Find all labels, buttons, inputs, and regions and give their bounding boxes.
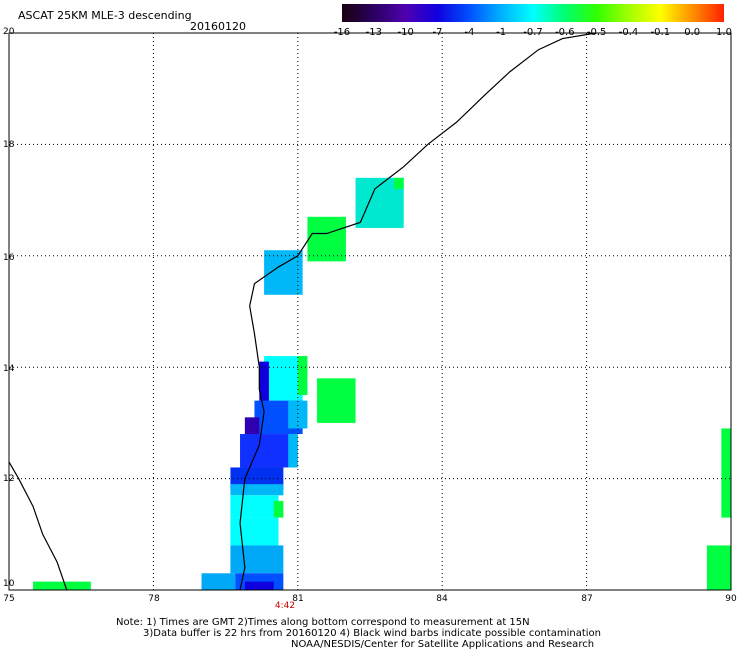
- note-line-2: 3)Data buffer is 22 hrs from 20160120 4)…: [143, 628, 601, 639]
- x-tick-label: 84: [436, 594, 448, 604]
- wind-cell: [706, 545, 731, 590]
- wind-cell: [201, 573, 236, 590]
- x-tick-label: 87: [581, 594, 593, 604]
- coastline-west: [8, 461, 68, 591]
- wind-cell: [721, 428, 731, 518]
- wind-cell: [259, 361, 269, 418]
- x-tick-label: 78: [148, 594, 160, 604]
- wind-cell: [307, 216, 346, 262]
- wind-cell: [240, 434, 293, 468]
- y-tick-label: 20: [3, 27, 15, 37]
- wind-cell: [230, 517, 279, 546]
- x-tick-label: 90: [725, 594, 737, 604]
- wind-cell: [273, 500, 284, 518]
- color-bar-gradient: [342, 4, 724, 22]
- wind-cell: [230, 484, 284, 496]
- x-tick-label: 81: [292, 594, 304, 604]
- wind-cell: [244, 581, 274, 590]
- map-frame: [8, 32, 732, 591]
- map-date: 20160120: [190, 20, 246, 33]
- map-plot: [8, 32, 732, 591]
- wind-cell: [33, 581, 91, 590]
- wind-cell: [288, 434, 298, 468]
- wind-cell: [244, 417, 260, 440]
- wind-cell: [230, 495, 279, 518]
- wind-cell: [317, 378, 356, 423]
- wind-cell: [297, 356, 308, 396]
- wind-cell: [264, 356, 303, 401]
- note-line-1: Note: 1) Times are GMT 2)Times along bot…: [116, 617, 530, 628]
- coastline-east: [239, 32, 597, 591]
- wind-cell: [288, 400, 308, 429]
- x-tick-label: 75: [3, 594, 15, 604]
- color-bar: [342, 4, 724, 22]
- wind-cell: [230, 545, 284, 574]
- map-title: ASCAT 25KM MLE-3 descending: [18, 9, 192, 22]
- wind-cell: [394, 177, 404, 189]
- note-line-3: NOAA/NESDIS/Center for Satellite Applica…: [291, 639, 595, 650]
- pass-time-label: 4:42: [274, 601, 296, 611]
